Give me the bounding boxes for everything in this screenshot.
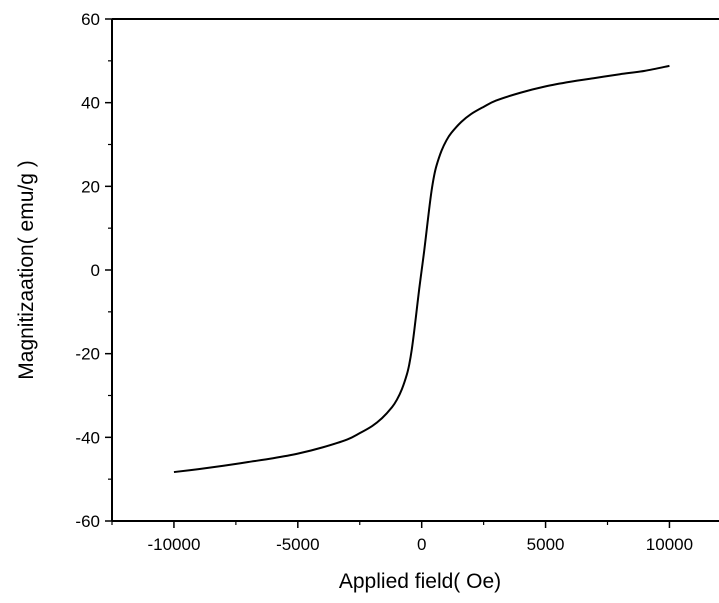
y-tick-label: -60 <box>75 512 100 531</box>
x-tick-label: -5000 <box>276 535 319 554</box>
x-axis-title: Applied field( Oe) <box>339 570 501 593</box>
x-tick-label: 5000 <box>527 535 565 554</box>
x-tick-label: -10000 <box>147 535 200 554</box>
y-ticks: -60 -40 -20 0 20 40 60 <box>75 10 112 531</box>
y-tick-label: 40 <box>81 94 100 113</box>
x-tick-label: 10000 <box>646 535 693 554</box>
y-tick-label: 0 <box>91 261 100 280</box>
y-tick-label: -20 <box>75 345 100 364</box>
x-tick-label: 0 <box>417 535 426 554</box>
x-ticks: -10000 -5000 0 5000 10000 <box>111 521 693 554</box>
plot-frame <box>111 18 719 522</box>
y-tick-label: 60 <box>81 10 100 29</box>
y-tick-label: 20 <box>81 177 100 196</box>
y-tick-label: -40 <box>75 428 100 447</box>
y-axis-title: Magnitizaation( emu/g ) <box>15 160 38 379</box>
magnetization-curve <box>173 64 670 474</box>
